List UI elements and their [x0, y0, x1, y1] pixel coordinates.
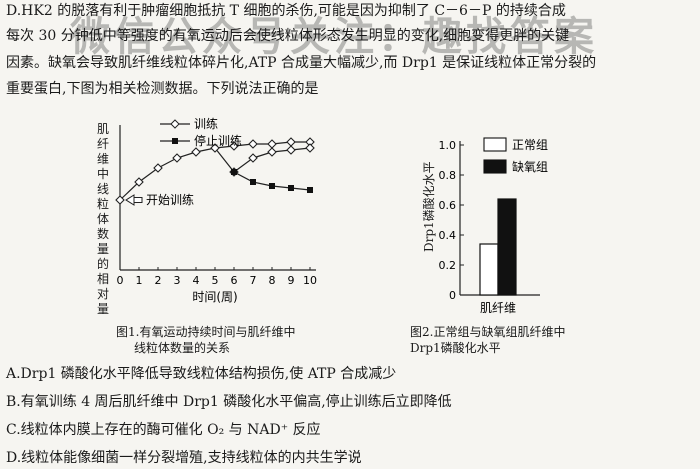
fig1-y-label-char: 相 — [96, 272, 109, 286]
fig1-y-label-char: 维 — [96, 152, 109, 166]
y-tick-label: 0.2 — [439, 259, 457, 272]
fig1-y-label-char: 纤 — [96, 137, 109, 151]
legend-train-label: 训练 — [194, 116, 218, 131]
legend-label-0: 正常组 — [512, 138, 548, 152]
fig1-caption-line-2: 线粒体数量的关系 — [134, 341, 231, 355]
question-line-3: 因素。缺氧会导致肌纤维线粒体碎片化,ATP 合成量大幅减少,而 Drp1 是保证… — [6, 55, 597, 71]
stop-point — [307, 187, 313, 193]
annotation-arrow — [125, 194, 135, 206]
retrain-point — [267, 147, 277, 157]
fig1-y-label-char: 量 — [96, 302, 109, 316]
legend-label-1: 缺氧组 — [512, 159, 548, 174]
retrain-point — [286, 145, 296, 155]
annotation-arrow-tail — [133, 197, 143, 203]
x-tick-label: 8 — [269, 274, 276, 287]
train-point — [115, 195, 125, 205]
x-tick-label: 6 — [231, 274, 238, 287]
train-point — [153, 163, 163, 173]
train-point — [229, 141, 239, 151]
retrain-point — [305, 143, 315, 153]
fig1-y-label-char: 体 — [96, 212, 109, 226]
fig1-y-label-char: 肌 — [96, 122, 109, 136]
option-a: A.Drp1 磷酸化水平降低导致线粒体结构损伤,使 ATP 合成减少 — [6, 366, 397, 382]
train-point — [134, 177, 144, 187]
stop-point — [288, 185, 294, 191]
x-tick-label: 2 — [155, 274, 162, 287]
question-line-2: 每次 30 分钟低中等强度的有氧运动后会使线粒体形态发生明显的变化,细胞变得更胖… — [6, 28, 570, 44]
y-tick-label: 0.6 — [439, 199, 457, 212]
fig1-y-label-char: 中 — [96, 167, 109, 181]
option-c: C.线粒体内膜上存在的酶可催化 O₂ 与 NAD⁺ 反应 — [6, 422, 321, 438]
train-point — [191, 147, 201, 157]
x-tick-label: 10 — [303, 274, 317, 287]
fig1-y-label-char: 量 — [96, 242, 109, 256]
option-d: D.线粒体能像细菌一样分裂增殖,支持线粒体的内共生学说 — [6, 450, 362, 466]
series-stop-line — [214, 147, 311, 191]
x-tick-label: 4 — [193, 274, 200, 287]
fig1-y-label-char: 的 — [96, 257, 109, 271]
watermark: 微信公众号关注：趣找答案 — [70, 14, 598, 60]
y-tick-label: 1.0 — [439, 139, 457, 152]
x-tick-label: 3 — [174, 274, 181, 287]
fig2-caption-line-1: 图2.正常组与缺氧组肌纤维中 — [410, 325, 566, 339]
bar-hypoxia — [497, 198, 517, 296]
x-category-label: 肌纤维 — [480, 301, 516, 315]
train-point — [248, 139, 258, 149]
x-tick-label: 1 — [136, 274, 143, 287]
retrain-point — [248, 153, 258, 163]
stop-point — [269, 183, 275, 189]
fig1-y-label-char: 线 — [96, 182, 109, 196]
x-tick-label: 9 — [288, 274, 295, 287]
annotation-label: 开始训练 — [146, 192, 194, 207]
y-tick-label: 0.4 — [439, 229, 457, 242]
fig1-caption-line-1: 图1.有氧运动持续时间与肌纤维中 — [116, 325, 296, 339]
stop-point — [231, 169, 237, 175]
y-tick-label: 0 — [449, 289, 456, 302]
legend-stop-marker — [172, 138, 178, 144]
x-tick-label: 5 — [212, 274, 219, 287]
legend-swatch-1 — [483, 159, 507, 174]
question-line-1: D.HK2 的脱落有利于肿瘤细胞抵抗 T 细胞的杀伤,可能是因为抑制了 C－6－… — [6, 3, 566, 19]
fig1-y-axis-label: 肌纤维中线粒体数量的相对量 — [96, 122, 110, 317]
fig1-y-label-char: 对 — [96, 287, 109, 301]
train-point — [286, 137, 296, 147]
train-point — [267, 139, 277, 149]
x-axis-label: 时间(周) — [192, 290, 237, 304]
x-tick-label: 0 — [117, 274, 124, 287]
option-b: B.有氧训练 4 周后肌纤维中 Drp1 磷酸化水平偏高,停止训练后立即降低 — [6, 394, 452, 410]
train-point — [210, 143, 220, 153]
fig2-caption-line-2: Drp1磷酸化水平 — [410, 341, 501, 355]
x-tick-label: 7 — [250, 274, 257, 287]
y-tick-label: 0.8 — [439, 169, 457, 182]
fig1-y-label-char: 数 — [96, 227, 109, 241]
legend-swatch-0 — [483, 137, 507, 152]
bar-normal — [479, 243, 499, 296]
legend-train-marker — [170, 119, 180, 129]
question-line-4: 重要蛋白,下图为相关检测数据。下列说法正确的是 — [6, 81, 319, 97]
legend-stop-label: 停止训练 — [194, 133, 242, 148]
stop-point — [250, 179, 256, 185]
fig1-y-label-char: 粒 — [96, 197, 109, 211]
train-point — [172, 153, 182, 163]
